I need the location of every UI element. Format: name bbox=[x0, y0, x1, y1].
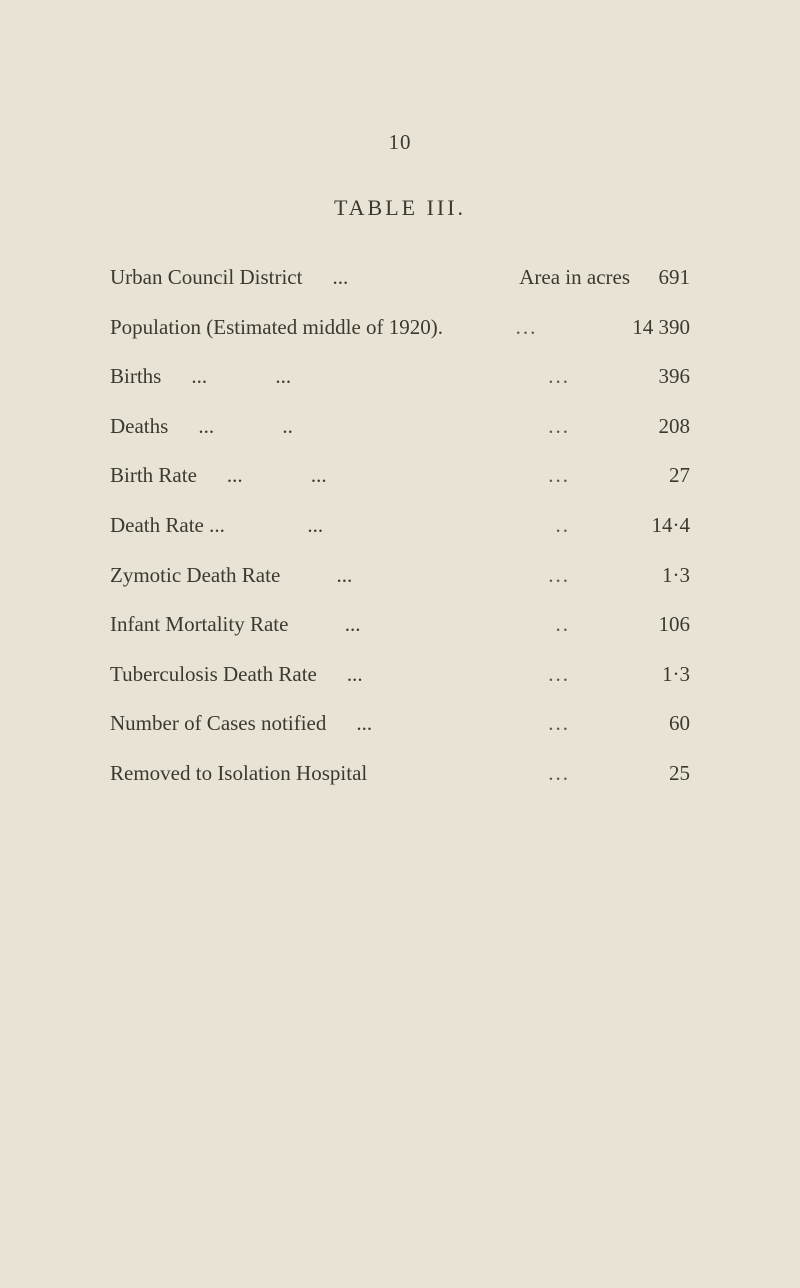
row-label: Births bbox=[110, 360, 161, 394]
row-label: Death Rate ... bbox=[110, 509, 225, 543]
row-dots: ... bbox=[508, 707, 610, 741]
row-value: 27 bbox=[610, 459, 690, 493]
document-page: 10 TABLE III. Urban Council District ...… bbox=[0, 0, 800, 791]
table-row: Population (Estimated middle of 1920). .… bbox=[110, 311, 690, 345]
table-row: Births ... ... ... 396 bbox=[110, 360, 690, 394]
row-label: Deaths bbox=[110, 410, 168, 444]
row-dots: ... bbox=[476, 311, 578, 345]
row-value: 14·4 bbox=[610, 509, 690, 543]
row-label: Removed to Isolation Hospital bbox=[110, 757, 367, 791]
row-dots: .. bbox=[516, 608, 611, 642]
row-dots: ... bbox=[288, 608, 515, 642]
row-dots: ... .. bbox=[168, 410, 508, 444]
row-value: 1·3 bbox=[610, 658, 690, 692]
row-label: Urban Council District bbox=[110, 261, 302, 295]
row-value: 14 390 bbox=[610, 311, 690, 345]
row-dots: ... bbox=[508, 658, 610, 692]
row-dots: ... bbox=[280, 559, 508, 593]
table-row: Birth Rate ... ... ... 27 bbox=[110, 459, 690, 493]
row-dots: ... ... bbox=[197, 459, 508, 493]
row-dots: ... bbox=[508, 360, 610, 394]
row-dots: ... bbox=[508, 459, 610, 493]
table-row: Number of Cases notified ... ... 60 bbox=[110, 707, 690, 741]
row-value: 691 bbox=[630, 261, 690, 295]
table-row: Infant Mortality Rate ... .. 106 bbox=[110, 608, 690, 642]
row-label: Number of Cases notified bbox=[110, 707, 326, 741]
table-row: Zymotic Death Rate ... ... 1·3 bbox=[110, 559, 690, 593]
table-row: Tuberculosis Death Rate ... ... 1·3 bbox=[110, 658, 690, 692]
table-row: Urban Council District ... Area in acres… bbox=[110, 261, 690, 295]
row-value: 25 bbox=[610, 757, 690, 791]
row-dots: ... bbox=[317, 658, 508, 692]
table-row: Removed to Isolation Hospital ... 25 bbox=[110, 757, 690, 791]
page-number: 10 bbox=[110, 130, 690, 155]
row-dots: ... ... bbox=[161, 360, 508, 394]
row-dots: ... bbox=[508, 757, 610, 791]
table-row: Deaths ... .. ... 208 bbox=[110, 410, 690, 444]
row-value: 208 bbox=[610, 410, 690, 444]
row-label: Infant Mortality Rate bbox=[110, 608, 288, 642]
row-value: 1·3 bbox=[610, 559, 690, 593]
row-label: Tuberculosis Death Rate bbox=[110, 658, 317, 692]
table-row: Death Rate ... ... .. 14·4 bbox=[110, 509, 690, 543]
row-label: Population (Estimated middle of 1920). bbox=[110, 311, 443, 345]
row-dots: ... bbox=[302, 261, 519, 295]
row-value: 106 bbox=[610, 608, 690, 642]
row-label: Zymotic Death Rate bbox=[110, 559, 280, 593]
row-label: Birth Rate bbox=[110, 459, 197, 493]
row-dots: .. bbox=[516, 509, 611, 543]
row-dots: ... bbox=[326, 707, 508, 741]
row-dots: ... bbox=[508, 559, 610, 593]
row-dots: ... bbox=[508, 410, 610, 444]
row-value: 60 bbox=[610, 707, 690, 741]
table-title: TABLE III. bbox=[110, 195, 690, 221]
row-mid-label: Area in acres bbox=[519, 261, 630, 295]
row-value: 396 bbox=[610, 360, 690, 394]
row-dots: ... bbox=[225, 509, 516, 543]
